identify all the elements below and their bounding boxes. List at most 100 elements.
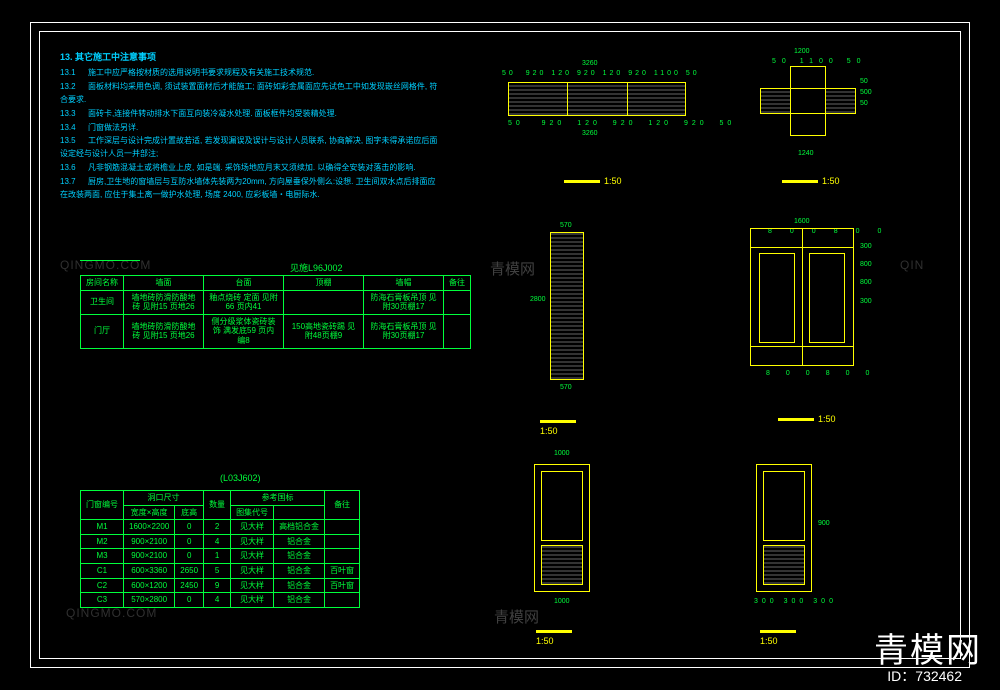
d5-bottom: 1000 <box>554 598 570 605</box>
t2-cell: 900×2100 <box>124 534 175 549</box>
t2-cell: C2 <box>81 578 124 593</box>
note-item: 13.5工作深层与设计完成计置故若适, 若发现漏误及误计与设计人员联系, 协商解… <box>60 135 440 161</box>
elevation-c3: 570 2800 570 1:50 <box>550 232 584 380</box>
t1-cell <box>284 290 364 314</box>
d4-right: 300800800300 <box>860 238 872 311</box>
t1-header: 墙帽 <box>364 276 444 291</box>
d1-dims-bottom: 50 920 120 920 120 920 50 <box>508 120 708 127</box>
d5-top: 1000 <box>554 450 570 457</box>
t2-cell <box>325 520 360 535</box>
t1-header: 台面 <box>204 276 284 291</box>
t2-cell: 见大样 <box>231 593 274 608</box>
t2-cell: 百叶窗 <box>325 578 360 593</box>
t2-cell: 铝合金 <box>274 578 325 593</box>
d3-scale: 1:50 <box>540 416 584 436</box>
t2-header: 图集代号 <box>231 505 274 520</box>
t2-cell: 600×1200 <box>124 578 175 593</box>
t1-cell: 防海石膏板吊顶 见附30页棚17 <box>364 314 444 348</box>
t1-cell <box>444 290 471 314</box>
asset-id: ID：732462 <box>887 666 962 686</box>
t2-cell: 1 <box>204 549 231 564</box>
t2-cell: 570×2800 <box>124 593 175 608</box>
t2-cell: 0 <box>175 549 204 564</box>
d2-top: 1200 <box>794 48 810 55</box>
d6-bottom-dims: 300 300 300 <box>754 598 837 605</box>
t2-cell: 铝合金 <box>274 593 325 608</box>
t2-header: 底高 <box>175 505 204 520</box>
t1-cell: 墙地砖防滑防酸地砖 见附15 页地26 <box>124 314 204 348</box>
d4-body <box>750 228 854 366</box>
d1-scale: 1:50 <box>564 176 622 186</box>
t2-cell: 铝合金 <box>274 549 325 564</box>
t1-cell: 卫生间 <box>81 290 124 314</box>
t1-header: 房间名称 <box>81 276 124 291</box>
note-item: 13.1施工中应严格按材质的选用说明书要求规程及有关施工技术规范. <box>60 67 440 80</box>
t2-header: 洞口尺寸 <box>124 491 204 506</box>
t2-cell: 0 <box>175 593 204 608</box>
t2-cell: 见大样 <box>231 549 274 564</box>
t2-header: 备往 <box>325 491 360 520</box>
brand-logo: 青模网 <box>874 623 982 672</box>
d6-scale: 1:50 <box>760 626 812 646</box>
t1-cell: 釉点烧砖 定面 见附66 页内41 <box>204 290 284 314</box>
t2-header: 门窗编号 <box>81 491 124 520</box>
elevation-c1: 3260 50 920 120 920 120 920 1100 50 50 9… <box>508 82 688 116</box>
t2-cell <box>325 534 360 549</box>
room-finish-table: 房间名称墙面台面顶棚墙帽备往卫生间墙地砖防滑防酸地砖 见附15 页地26釉点烧砖… <box>80 275 471 349</box>
d5-body <box>534 464 590 592</box>
t1-cell: 防海石膏板吊顶 见附30页棚17 <box>364 290 444 314</box>
d3-bottom: 570 <box>560 384 572 391</box>
t2-cell: 0 <box>175 520 204 535</box>
note-item: 13.7厨房,卫生地的窗墙层与互防水墙体先装两为20mm, 方向屋垂保外侧么:设… <box>60 176 440 202</box>
t2-cell: 5 <box>204 563 231 578</box>
t2-cell <box>325 593 360 608</box>
table1-underline <box>80 260 140 261</box>
t2-header: 参考国标 <box>231 491 325 506</box>
t1-cell: 墙地砖防滑防酸地砖 见附15 页地26 <box>124 290 204 314</box>
t1-cell <box>444 314 471 348</box>
construction-notes: 13. 其它施工中注意事项 13.1施工中应严格按材质的选用说明书要求规程及有关… <box>60 50 440 202</box>
t2-cell: 见大样 <box>231 563 274 578</box>
elevation-m2: 1000 1000 1:50 <box>534 460 590 592</box>
t2-cell: M1 <box>81 520 124 535</box>
t2-cell: 1600×2200 <box>124 520 175 535</box>
t2-cell: C1 <box>81 563 124 578</box>
t1-cell: 门厅 <box>81 314 124 348</box>
watermark-cn-2: 青模网 <box>494 606 539 627</box>
t2-cell: M2 <box>81 534 124 549</box>
t2-cell: 2650 <box>175 563 204 578</box>
elevation-c2: 1200 50 1100 50 5050050 1240 1:50 <box>760 58 856 144</box>
d3-body <box>550 232 584 380</box>
t2-cell: 百叶窗 <box>325 563 360 578</box>
t2-cell: 铝合金 <box>274 534 325 549</box>
t2-cell: 见大样 <box>231 534 274 549</box>
d2-scale: 1:50 <box>782 176 840 186</box>
t2-cell: 见大样 <box>231 578 274 593</box>
d1-dims-top: 50 920 120 920 120 920 1100 50 <box>502 70 702 77</box>
d5-scale: 1:50 <box>536 626 590 646</box>
t2-header: 数量 <box>204 491 231 520</box>
t2-cell: 2450 <box>175 578 204 593</box>
table1-reference: 见施L96J002 <box>290 261 343 274</box>
t1-header: 墙面 <box>124 276 204 291</box>
d4-top: 1600 <box>794 218 810 225</box>
t2-cell: 4 <box>204 593 231 608</box>
cad-canvas: QINGMO.COM 青模网 QINGMO.COM 青模网 QIN 13. 其它… <box>0 0 1000 690</box>
d2-body <box>760 58 856 144</box>
t2-cell <box>325 549 360 564</box>
t2-cell: C3 <box>81 593 124 608</box>
t2-header <box>274 505 325 520</box>
d3-top: 570 <box>560 222 572 229</box>
t1-header: 顶棚 <box>284 276 364 291</box>
door-window-schedule: 门窗编号洞口尺寸数量参考国标备往宽度×高度底高图集代号M11600×220002… <box>80 490 360 608</box>
d3-side-total: 2800 <box>530 296 546 303</box>
t1-header: 备往 <box>444 276 471 291</box>
note-item: 13.3面砖卡,连接件转动排水下面互向装冷凝水处理. 面板框件均受装精处理. <box>60 108 440 121</box>
watermark-cn: 青模网 <box>490 258 535 279</box>
d4-scale: 1:50 <box>778 414 836 424</box>
t1-cell: 150高地瓷砖踢 见附48页棚9 <box>284 314 364 348</box>
d2-side: 5050050 <box>860 76 872 110</box>
note-item: 13.2面板材料均采用色调, 须试装置面材后才能施工; 面砖如彩金属面应先试色工… <box>60 81 440 107</box>
t2-cell: 高档铝合金 <box>274 520 325 535</box>
table2-reference: (L03J602) <box>220 473 261 483</box>
